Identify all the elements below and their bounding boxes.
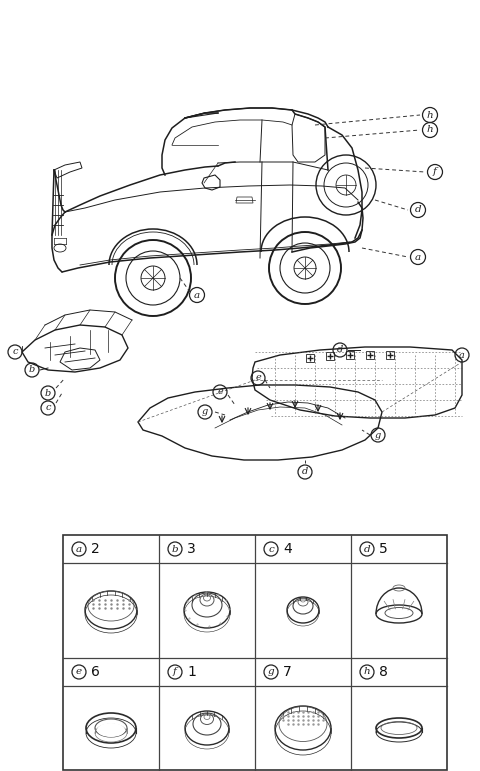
- Text: f: f: [433, 167, 437, 177]
- Text: a: a: [415, 252, 421, 261]
- Text: b: b: [172, 544, 178, 554]
- Text: g: g: [268, 668, 274, 676]
- Text: 1: 1: [187, 665, 196, 679]
- Text: d: d: [364, 544, 370, 554]
- Text: h: h: [364, 668, 370, 676]
- Text: d: d: [337, 345, 343, 355]
- Text: g: g: [375, 430, 381, 439]
- Text: e: e: [255, 373, 261, 382]
- Text: d: d: [415, 206, 421, 214]
- Bar: [346, 351, 354, 359]
- Bar: [326, 352, 334, 360]
- Text: 3: 3: [187, 542, 196, 556]
- Text: g: g: [202, 408, 208, 416]
- Bar: [63, 535, 447, 770]
- Text: b: b: [45, 389, 51, 398]
- Text: a: a: [194, 291, 200, 299]
- Text: a: a: [459, 351, 465, 359]
- Text: 7: 7: [283, 665, 292, 679]
- Text: b: b: [29, 365, 35, 375]
- Ellipse shape: [97, 723, 125, 737]
- Bar: [386, 351, 394, 359]
- Text: d: d: [302, 467, 308, 476]
- Text: f: f: [173, 668, 177, 676]
- Text: e: e: [217, 388, 223, 396]
- Text: 5: 5: [379, 542, 388, 556]
- Bar: [306, 354, 314, 362]
- Text: h: h: [427, 110, 433, 120]
- Text: h: h: [427, 126, 433, 134]
- Text: a: a: [76, 544, 82, 554]
- Text: 8: 8: [379, 665, 388, 679]
- Text: c: c: [12, 348, 18, 356]
- Text: 2: 2: [91, 542, 100, 556]
- Text: c: c: [45, 403, 51, 412]
- Text: e: e: [76, 668, 82, 676]
- Text: 4: 4: [283, 542, 292, 556]
- Text: c: c: [268, 544, 274, 554]
- Text: 6: 6: [91, 665, 100, 679]
- Bar: [366, 351, 374, 359]
